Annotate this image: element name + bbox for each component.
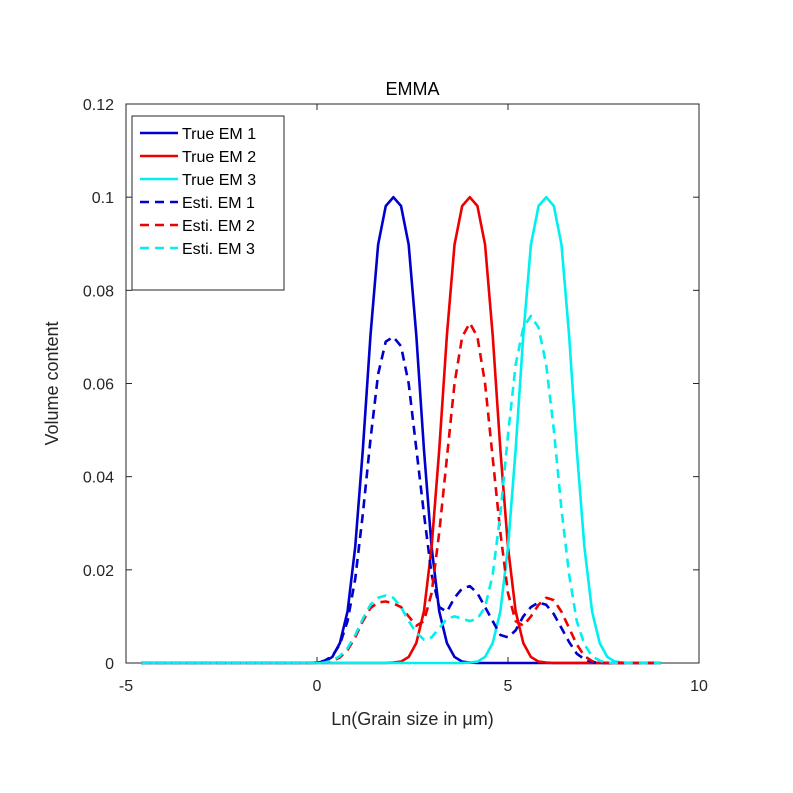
y-tick-label: 0.08: [83, 283, 114, 300]
legend: True EM 1 True EM 2 True EM 3 Esti. EM 1 Est…: [131, 115, 285, 291]
x-tick-label: 0: [313, 678, 322, 695]
y-tick-label: 0.12: [83, 97, 114, 114]
y-tick-label: 0.1: [92, 190, 114, 207]
x-axis-label: Ln(Grain size in μm): [331, 709, 493, 729]
y-tick-label: 0.06: [83, 377, 114, 394]
legend-label: True EM 3: [182, 172, 256, 189]
series-line-3: [141, 195, 661, 665]
chart-title: EMMA: [386, 79, 440, 99]
x-tick-label: 5: [504, 678, 513, 695]
y-tick-label: 0.04: [83, 470, 114, 487]
series-line-5: [141, 321, 661, 665]
legend-label: Esti. EM 1: [182, 195, 255, 212]
y-axis-label: Volume content: [42, 321, 62, 445]
legend-label: Esti. EM 3: [182, 241, 255, 258]
series-group: [141, 195, 661, 665]
y-tick-label: 0.02: [83, 563, 114, 580]
series-line-6: [141, 314, 661, 665]
legend-label: Esti. EM 2: [182, 218, 255, 235]
x-tick-label: 10: [690, 678, 708, 695]
legend-label: True EM 2: [182, 149, 256, 166]
y-tick-label: 0: [105, 656, 114, 673]
x-tick-label: -5: [119, 678, 133, 695]
y-axis: 0 0.02 0.04 0.06 0.08 0.1 0.12: [83, 97, 699, 673]
legend-label: True EM 1: [182, 126, 256, 143]
